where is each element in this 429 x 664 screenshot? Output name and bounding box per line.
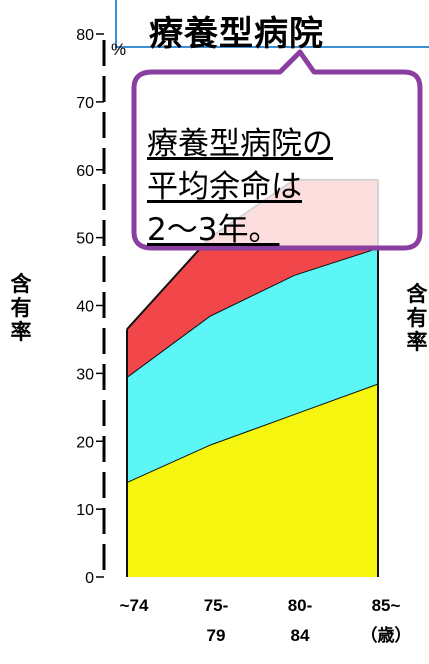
y-tick-label-50: 50 bbox=[76, 231, 94, 248]
callout-line-3: 2〜3年。 bbox=[147, 212, 280, 248]
callout-line-1: 療養型病院の bbox=[147, 126, 333, 162]
title-box bbox=[115, 0, 429, 48]
chart-title: 療養型病院 bbox=[149, 14, 324, 54]
x-tick-label-3: 80-84 bbox=[288, 596, 313, 645]
callout-line-2: 平均余命は bbox=[147, 169, 302, 205]
y-tick-label-20: 20 bbox=[76, 434, 94, 451]
bubble-layer bbox=[131, 49, 423, 251]
x-tick-label-2: 75-79 bbox=[204, 596, 229, 645]
callout-text: 療養型病院の 平均余命は 2〜3年。 bbox=[147, 80, 417, 252]
x-tick-labels: ~74 75-79 80-84 85~（歳） bbox=[120, 596, 412, 645]
callout-bubble bbox=[131, 49, 423, 251]
y-unit: % bbox=[111, 40, 127, 59]
y-tick-label-40: 40 bbox=[76, 299, 94, 316]
x-tick-label-4: 85~（歳） bbox=[361, 596, 412, 645]
right-axis-label: 含 有 率 bbox=[406, 282, 428, 354]
y-tick-labels: 0 10 20 30 40 50 60 70 80 bbox=[76, 27, 104, 587]
y-tick-label-60: 60 bbox=[76, 163, 94, 180]
y-tick-label-70: 70 bbox=[76, 95, 94, 112]
y-tick-label-30: 30 bbox=[76, 366, 94, 383]
x-tick-label-1: ~74 bbox=[120, 596, 149, 615]
y-tick-label-80: 80 bbox=[76, 27, 94, 44]
y-tick-label-0: 0 bbox=[85, 570, 94, 587]
area-series-2 bbox=[127, 247, 378, 482]
y-axis-label: 含 有 率 bbox=[10, 272, 32, 344]
area-series-1 bbox=[127, 383, 378, 577]
y-tick-label-10: 10 bbox=[76, 502, 94, 519]
